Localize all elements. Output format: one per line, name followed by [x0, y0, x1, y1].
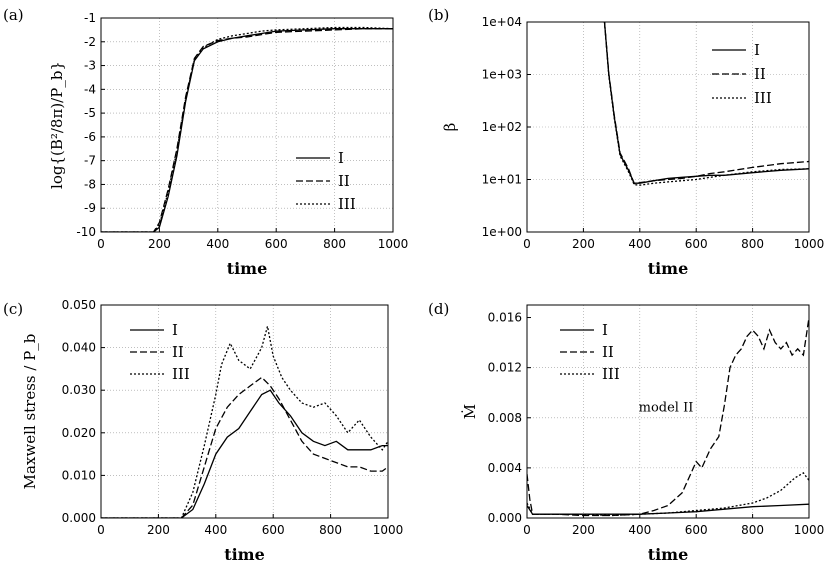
series-line-I [101, 389, 388, 518]
x-tick-label: 1000 [373, 523, 404, 537]
y-tick-label: 0.000 [62, 511, 96, 525]
series-line-III [101, 26, 393, 232]
y-axis-label: β [441, 123, 459, 132]
y-tick-label: 0.010 [62, 468, 96, 482]
legend-label-I: I [602, 321, 608, 339]
series-line-II [101, 376, 388, 518]
legend-label-III: III [602, 365, 620, 383]
legend-label-I: I [338, 149, 344, 167]
x-tick-label: 200 [147, 523, 170, 537]
panel-label: (d) [428, 300, 449, 318]
y-tick-label: 1e+04 [482, 15, 522, 29]
x-axis-label: time [648, 259, 689, 278]
y-tick-label: -3 [84, 59, 96, 73]
y-axis-label: log{(B²/8π)/P_b} [48, 61, 66, 189]
legend-label-III: III [172, 365, 190, 383]
x-tick-label: 800 [323, 237, 346, 251]
y-tick-label: -7 [84, 154, 96, 168]
legend-label-II: II [602, 343, 614, 361]
y-axis-label: Ṁ [461, 404, 479, 419]
series-line-II [527, 317, 809, 517]
panel-label: (b) [428, 6, 449, 24]
panel-label: (a) [3, 6, 24, 24]
x-tick-label: 1000 [794, 523, 825, 537]
y-tick-label: 0.012 [488, 361, 522, 375]
legend-label-III: III [338, 195, 356, 213]
legend-label-I: I [172, 321, 178, 339]
x-tick-label: 1000 [378, 237, 409, 251]
x-tick-label: 400 [204, 523, 227, 537]
legend-label-II: II [172, 343, 184, 361]
y-tick-label: -4 [84, 82, 96, 96]
series-line-II [603, 22, 809, 185]
panel-label: (c) [3, 300, 23, 318]
x-tick-label: 800 [741, 523, 764, 537]
x-tick-label: 600 [685, 523, 708, 537]
y-tick-label: 0.020 [62, 426, 96, 440]
annotation: model II [639, 401, 694, 416]
x-tick-label: 0 [97, 523, 105, 537]
legend-label-III: III [754, 89, 772, 107]
x-tick-label: 0 [523, 523, 531, 537]
plot-frame [526, 304, 810, 519]
x-tick-label: 400 [628, 523, 651, 537]
series-line-III [603, 22, 809, 186]
legend-label-II: II [338, 172, 350, 190]
x-tick-label: 800 [741, 237, 764, 251]
x-tick-label: 200 [572, 523, 595, 537]
y-tick-label: 0.008 [488, 411, 522, 425]
x-tick-label: 400 [628, 237, 651, 251]
y-tick-label: -2 [84, 35, 96, 49]
y-tick-label: 1e+01 [482, 173, 522, 187]
series-line-III [527, 472, 809, 517]
y-axis-label: Maxwell stress / P_b [21, 334, 39, 490]
legend-label-II: II [754, 65, 766, 83]
y-tick-label: 1e+02 [482, 120, 522, 134]
x-tick-label: 0 [523, 237, 531, 251]
y-tick-label: 0.040 [62, 341, 96, 355]
legend-label-I: I [754, 41, 760, 59]
x-tick-label: 400 [206, 237, 229, 251]
y-tick-label: -10 [76, 225, 96, 239]
series-line-I [101, 28, 393, 232]
x-axis-label: time [224, 545, 265, 564]
series-line-II [101, 28, 393, 232]
series-line-I [603, 22, 809, 184]
plot-frame [100, 304, 389, 519]
y-tick-label: -5 [84, 106, 96, 120]
x-tick-label: 200 [148, 237, 171, 251]
x-tick-label: 600 [265, 237, 288, 251]
x-tick-label: 200 [572, 237, 595, 251]
y-tick-label: 1e+00 [482, 225, 522, 239]
plot-frame [100, 17, 394, 233]
y-tick-label: 0.050 [62, 298, 96, 312]
plot-frame [526, 21, 810, 233]
x-tick-label: 600 [262, 523, 285, 537]
y-tick-label: -9 [84, 201, 96, 215]
x-tick-label: 0 [97, 237, 105, 251]
x-tick-label: 800 [319, 523, 342, 537]
y-tick-label: -6 [84, 130, 96, 144]
chart-panel-2: 0 200 400 600 800 1000 1e+00 1e+01 1e+02 1e+03 1e+… [428, 6, 824, 278]
series-line-III [101, 326, 388, 518]
x-tick-label: 600 [685, 237, 708, 251]
y-tick-label: 1e+03 [482, 68, 522, 82]
y-tick-label: 0.000 [488, 511, 522, 525]
y-tick-label: 0.016 [488, 311, 522, 325]
chart-panel-1: 0 200 400 600 800 1000-10-9-8-7-6-5-4-3-2-1II… [3, 6, 408, 278]
y-tick-label: 0.004 [488, 461, 522, 475]
chart-panel-4: 0 200 400 600 800 1000 0.000 0.004 0.008 0.012 0.0… [428, 300, 824, 564]
x-tick-label: 1000 [794, 237, 825, 251]
y-tick-label: -8 [84, 177, 96, 191]
x-axis-label: time [648, 545, 689, 564]
chart-panel-3: 0 200 400 600 800 1000 0.000 0.010 0.020 0.030 0.0… [3, 298, 403, 564]
y-tick-label: 0.030 [62, 383, 96, 397]
x-axis-label: time [227, 259, 268, 278]
y-tick-label: -1 [84, 11, 96, 25]
